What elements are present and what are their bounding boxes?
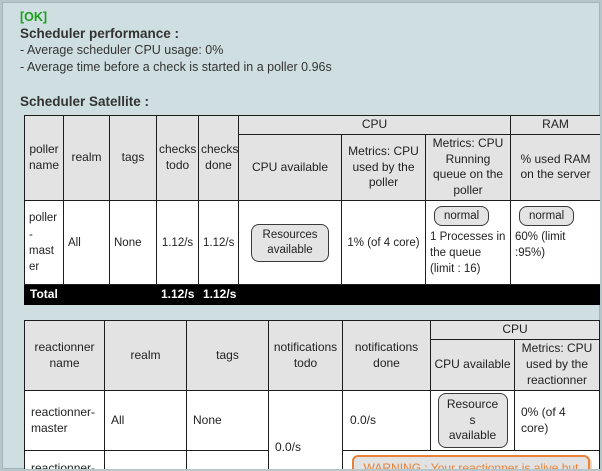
poller-name-cell: poller-master <box>24 200 64 286</box>
reactionner-tags-cell: None <box>186 389 269 451</box>
poller-col-cpu-available: CPU available <box>238 133 342 202</box>
status-badge: [OK] <box>20 10 48 24</box>
reactionner-col-cpu-available: CPU available <box>430 338 515 391</box>
poller-total-checks-todo: 1.12/s <box>156 284 199 306</box>
poller-total-row: Total 1.12/s 1.12/s <box>24 284 600 306</box>
reactionner-row-master: reactionner-master All None 0.0/s 0.0/s … <box>24 389 600 469</box>
reactionner-table-group-header-row: reactionner name realm tags notification… <box>24 320 600 391</box>
poller-total-label: Total <box>24 284 157 306</box>
poller-realm-cell: All <box>63 200 110 286</box>
reactionner-group-cpu: CPU <box>430 320 600 340</box>
reactionner-cpu-used-cell: 0% (of 4 core) <box>514 389 600 451</box>
poller-cpu-used-cell: 1% (of 4 core) <box>341 200 426 286</box>
reactionner-row-dev3: reactionner-dev_3 All None WARNING : You… <box>24 449 600 469</box>
reactionner-col-notifications-done: notifications done <box>342 320 431 391</box>
performance-cpu-usage: - Average scheduler CPU usage: 0% <box>20 43 224 57</box>
poller-queue-cell: normal 1 Processes in the queue (limit :… <box>424 200 512 286</box>
reactionner-resources-available-button[interactable]: Resources available <box>437 392 508 448</box>
poller-col-name: poller name <box>24 114 64 202</box>
reactionner-table: reactionner name realm tags notification… <box>24 320 600 469</box>
reactionner-realm-cell: All <box>104 389 187 451</box>
reactionner-realm-cell: All <box>104 449 187 469</box>
poller-total-filler <box>237 284 600 306</box>
reactionner-name-cell: reactionner-dev_3 <box>24 449 105 469</box>
poller-col-cpu-used: Metrics: CPU used by the poller <box>341 133 426 202</box>
poller-col-tags: tags <box>109 114 157 202</box>
ram-detail-text: 60% (limit :95%) <box>515 231 566 260</box>
poller-group-ram: RAM <box>510 115 600 135</box>
poller-col-realm: realm <box>63 114 110 202</box>
poller-checks-done-cell: 1.12/s <box>198 200 239 286</box>
poller-resources-available-button[interactable]: Resources available <box>251 223 329 262</box>
reactionner-col-tags: tags <box>186 320 269 391</box>
performance-check-latency: - Average time before a check is started… <box>20 60 332 74</box>
ram-status-badge[interactable]: normal <box>519 206 575 227</box>
reactionner-col-cpu-used: Metrics: CPU used by the reactionner <box>514 338 600 391</box>
queue-status-badge[interactable]: normal <box>434 206 490 227</box>
poller-table-group-header-row: poller name realm tags checks todo check… <box>24 114 600 202</box>
reactionner-col-realm: realm <box>104 320 187 391</box>
poller-table: poller name realm tags checks todo check… <box>24 114 600 306</box>
reactionner-warning-cell: WARNING : Your reactionner is alive but … <box>342 449 600 469</box>
reactionner-notifications-todo-merged-cell: 0.0/s <box>268 389 343 469</box>
reactionner-outdated-warning: WARNING : Your reactionner is alive but … <box>352 454 590 469</box>
poller-row: poller-master All None 1.12/s 1.12/s Res… <box>24 200 600 286</box>
poller-col-ram-used: % used RAM on the server <box>510 133 600 202</box>
poller-checks-todo-cell: 1.12/s <box>156 200 199 286</box>
poller-col-checks-done: checks done <box>198 114 239 202</box>
poller-table-sub-header-row: CPU available Metrics: CPU used by the p… <box>25 133 600 202</box>
poller-total-checks-done: 1.12/s <box>198 284 239 306</box>
satellite-title: Scheduler Satellite : <box>20 94 150 109</box>
poller-tags-cell: None <box>109 200 157 286</box>
poller-ram-cell: normal 60% (limit :95%) <box>510 200 600 286</box>
reactionner-col-notifications-todo: notifications todo <box>268 320 343 391</box>
poller-col-checks-todo: checks todo <box>156 114 199 202</box>
poller-col-cpu-queue: Metrics: CPU Running queue on the poller <box>424 133 512 202</box>
poller-cpu-available-cell: Resources available <box>238 200 342 286</box>
poller-group-cpu: CPU <box>237 115 512 135</box>
reactionner-col-name: reactionner name <box>24 320 105 391</box>
reactionner-table-sub-header-row: CPU available Metrics: CPU used by the r… <box>25 338 600 391</box>
performance-title: Scheduler performance : <box>20 26 180 41</box>
reactionner-name-cell: reactionner-master <box>24 389 105 451</box>
reactionner-tags-cell: None <box>186 449 269 469</box>
queue-detail-text: 1 Processes in the queue (limit : 16) <box>430 231 506 276</box>
reactionner-cpu-available-cell: Resources available <box>430 389 515 451</box>
reactionner-notifications-done-cell: 0.0/s <box>342 389 431 451</box>
